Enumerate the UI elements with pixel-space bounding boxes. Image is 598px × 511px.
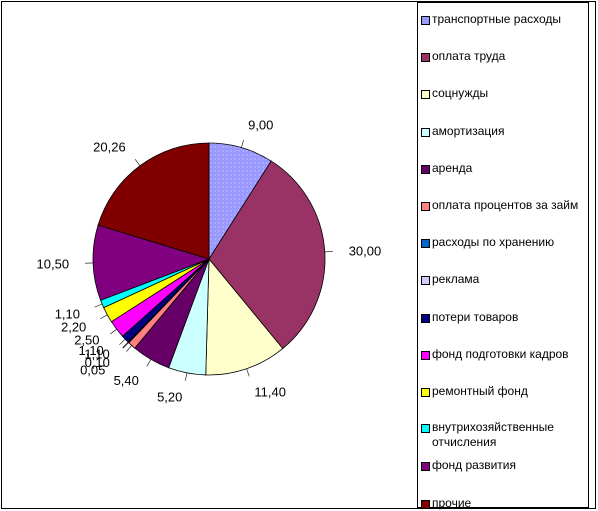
legend-swatch	[421, 388, 430, 397]
data-label-8: 0,05	[80, 362, 105, 377]
data-label-2: 30,00	[349, 243, 382, 258]
legend-label: амортизация	[432, 123, 505, 138]
leader-line-5	[146, 359, 152, 367]
data-label-4: 5,20	[157, 389, 182, 404]
legend-swatch	[421, 202, 430, 211]
leader-line-9	[119, 338, 126, 345]
data-label-12: 1,10	[55, 306, 80, 321]
legend-label: оплата труда	[432, 49, 506, 64]
data-label-3: 11,40	[254, 384, 286, 399]
leader-line-2	[324, 251, 333, 253]
legend-label: транспортные расходы	[432, 12, 562, 26]
legend-label: фонд развития	[432, 458, 516, 473]
legend-swatch	[421, 499, 430, 509]
legend-label: расходы по хранению	[432, 235, 555, 250]
leader-line-12	[94, 303, 103, 308]
legend-label: фонд подготовки кадров	[432, 346, 569, 361]
legend-label: аренда	[432, 160, 473, 175]
leader-line-4	[185, 372, 188, 381]
pie-slice-2	[208, 160, 326, 350]
leader-line-11	[100, 314, 108, 319]
pie-slice-13	[92, 224, 211, 301]
legend-label: прочие	[432, 495, 472, 510]
pie-slice-1-texture	[209, 143, 272, 259]
chart-legend: транспортные расходы оплата труда соцнужды…	[417, 2, 589, 510]
data-label-9: 1,10	[78, 343, 103, 358]
leader-line-7	[122, 342, 129, 349]
leader-line-14	[134, 159, 141, 166]
legend-swatch	[421, 53, 430, 63]
data-label-13: 10,50	[37, 257, 70, 272]
pie-slice-14	[97, 142, 210, 260]
leader-line-10	[110, 328, 117, 335]
data-label-5: 5,40	[114, 373, 139, 388]
legend-swatch	[421, 90, 430, 100]
legend-label: потери товаров	[432, 309, 519, 324]
legend-swatch	[421, 350, 430, 360]
legend-label: оплата процентов за займ	[432, 198, 579, 212]
legend-swatch	[421, 16, 430, 25]
legend-swatch	[421, 313, 430, 323]
data-label-10: 2,50	[74, 333, 99, 348]
legend-swatch	[421, 462, 430, 472]
data-label-7: 0,10	[85, 355, 110, 370]
data-label-14: 20,26	[93, 140, 126, 155]
legend-swatch	[421, 276, 430, 286]
data-label-11: 2,20	[61, 319, 86, 334]
legend-swatch	[421, 127, 430, 137]
data-label-1: 9,00	[248, 118, 273, 133]
legend-swatch	[421, 424, 430, 434]
legend-label: внутрихозяйственные отчисления	[432, 420, 554, 450]
legend-label: ремонтный фонд	[432, 384, 528, 398]
leader-line-3	[246, 368, 250, 377]
leader-line-8	[122, 341, 129, 349]
legend-swatch	[421, 164, 430, 174]
pie-chart: 9,0030,0011,405,205,401,100,100,051,102,…	[37, 118, 382, 405]
legend-label: соцнужды	[432, 86, 489, 101]
legend-swatch	[421, 239, 430, 249]
leader-line-1	[241, 139, 244, 148]
leader-line-6	[126, 345, 132, 352]
data-label-6: 1,10	[84, 346, 109, 361]
legend-label: реклама	[432, 272, 480, 287]
